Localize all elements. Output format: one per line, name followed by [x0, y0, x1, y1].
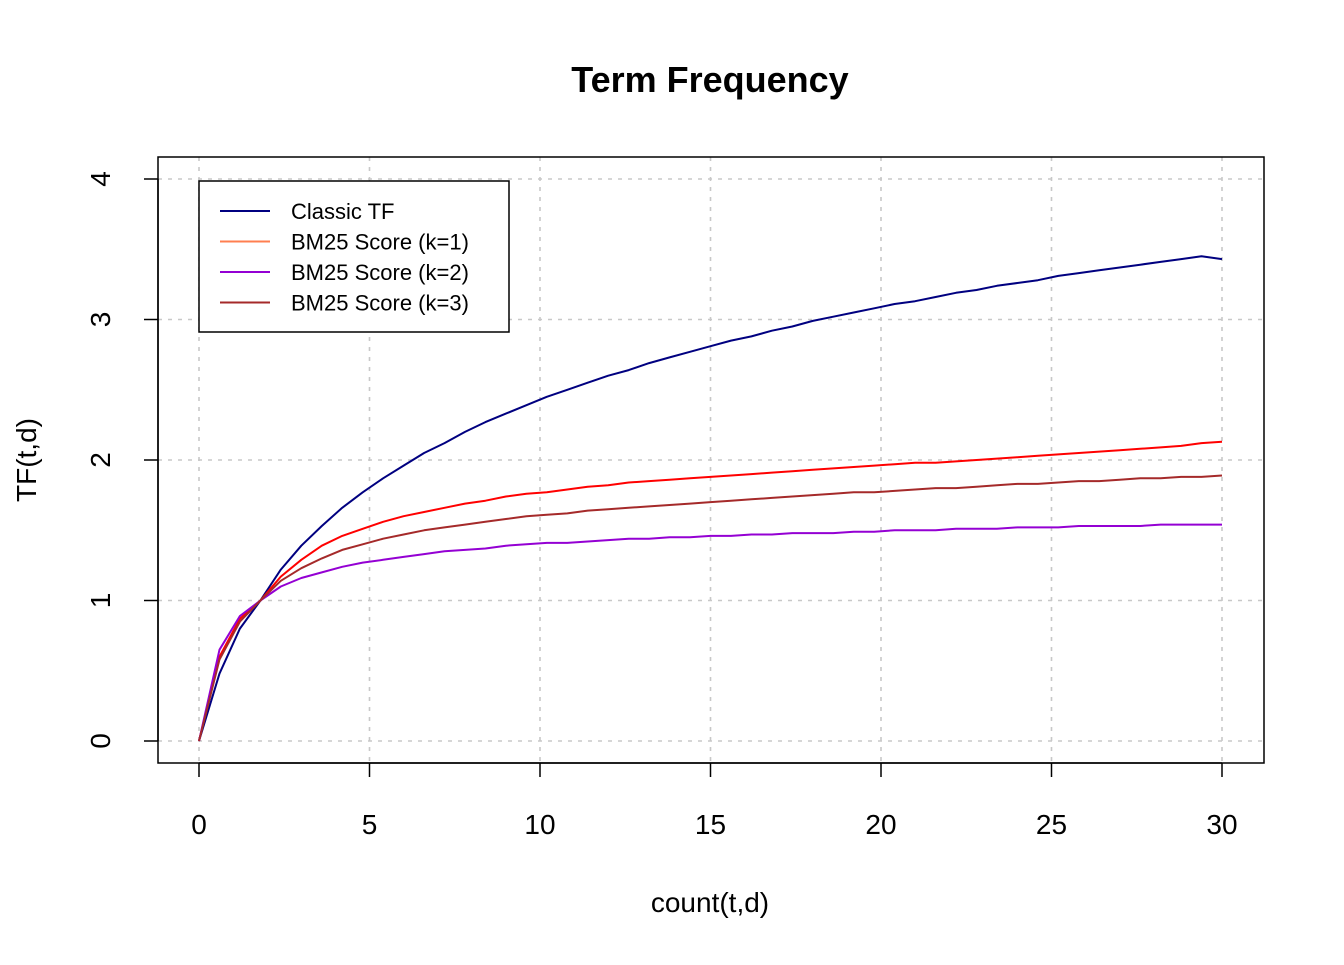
- x-tick-label: 20: [865, 809, 896, 840]
- y-tick-label: 2: [85, 452, 116, 468]
- legend-box: [198, 180, 510, 333]
- x-tick-label: 10: [524, 809, 555, 840]
- series-lines: [198, 255, 1223, 742]
- x-tick-label: 5: [362, 809, 378, 840]
- legend-label: BM25 Score (k=2): [291, 260, 469, 285]
- x-tick-label: 30: [1206, 809, 1237, 840]
- series-line-4: [198, 474, 1223, 742]
- y-tick-label: 4: [85, 171, 116, 187]
- y-axis-label: TF(t,d): [11, 418, 42, 502]
- x-tick-label: 25: [1036, 809, 1067, 840]
- legend: Classic TF BM25 Score (k=1) BM25 Score (k=…: [198, 180, 510, 333]
- legend-label: BM25 Score (k=1): [291, 230, 469, 255]
- legend-label: Classic TF: [291, 199, 395, 224]
- series-line-2: [198, 440, 1223, 742]
- y-tick-label: 3: [85, 312, 116, 328]
- series-line-1: [198, 255, 1223, 742]
- y-axis: 0 1 2 3 4: [85, 171, 159, 749]
- legend-label: BM25 Score (k=3): [291, 291, 469, 316]
- grid-lines: [158, 157, 1264, 763]
- y-tick-label: 0: [85, 733, 116, 749]
- x-tick-label: 0: [191, 809, 207, 840]
- legend-items: Classic TF BM25 Score (k=1) BM25 Score (k=…: [220, 199, 469, 316]
- chart-title: Term Frequency: [571, 59, 848, 100]
- y-tick-label: 1: [85, 593, 116, 609]
- x-axis: 0 5 10 15 20 25 30: [191, 762, 1238, 840]
- x-axis-label: count(t,d): [651, 887, 769, 918]
- x-tick-label: 15: [695, 809, 726, 840]
- series-line-3: [198, 523, 1222, 742]
